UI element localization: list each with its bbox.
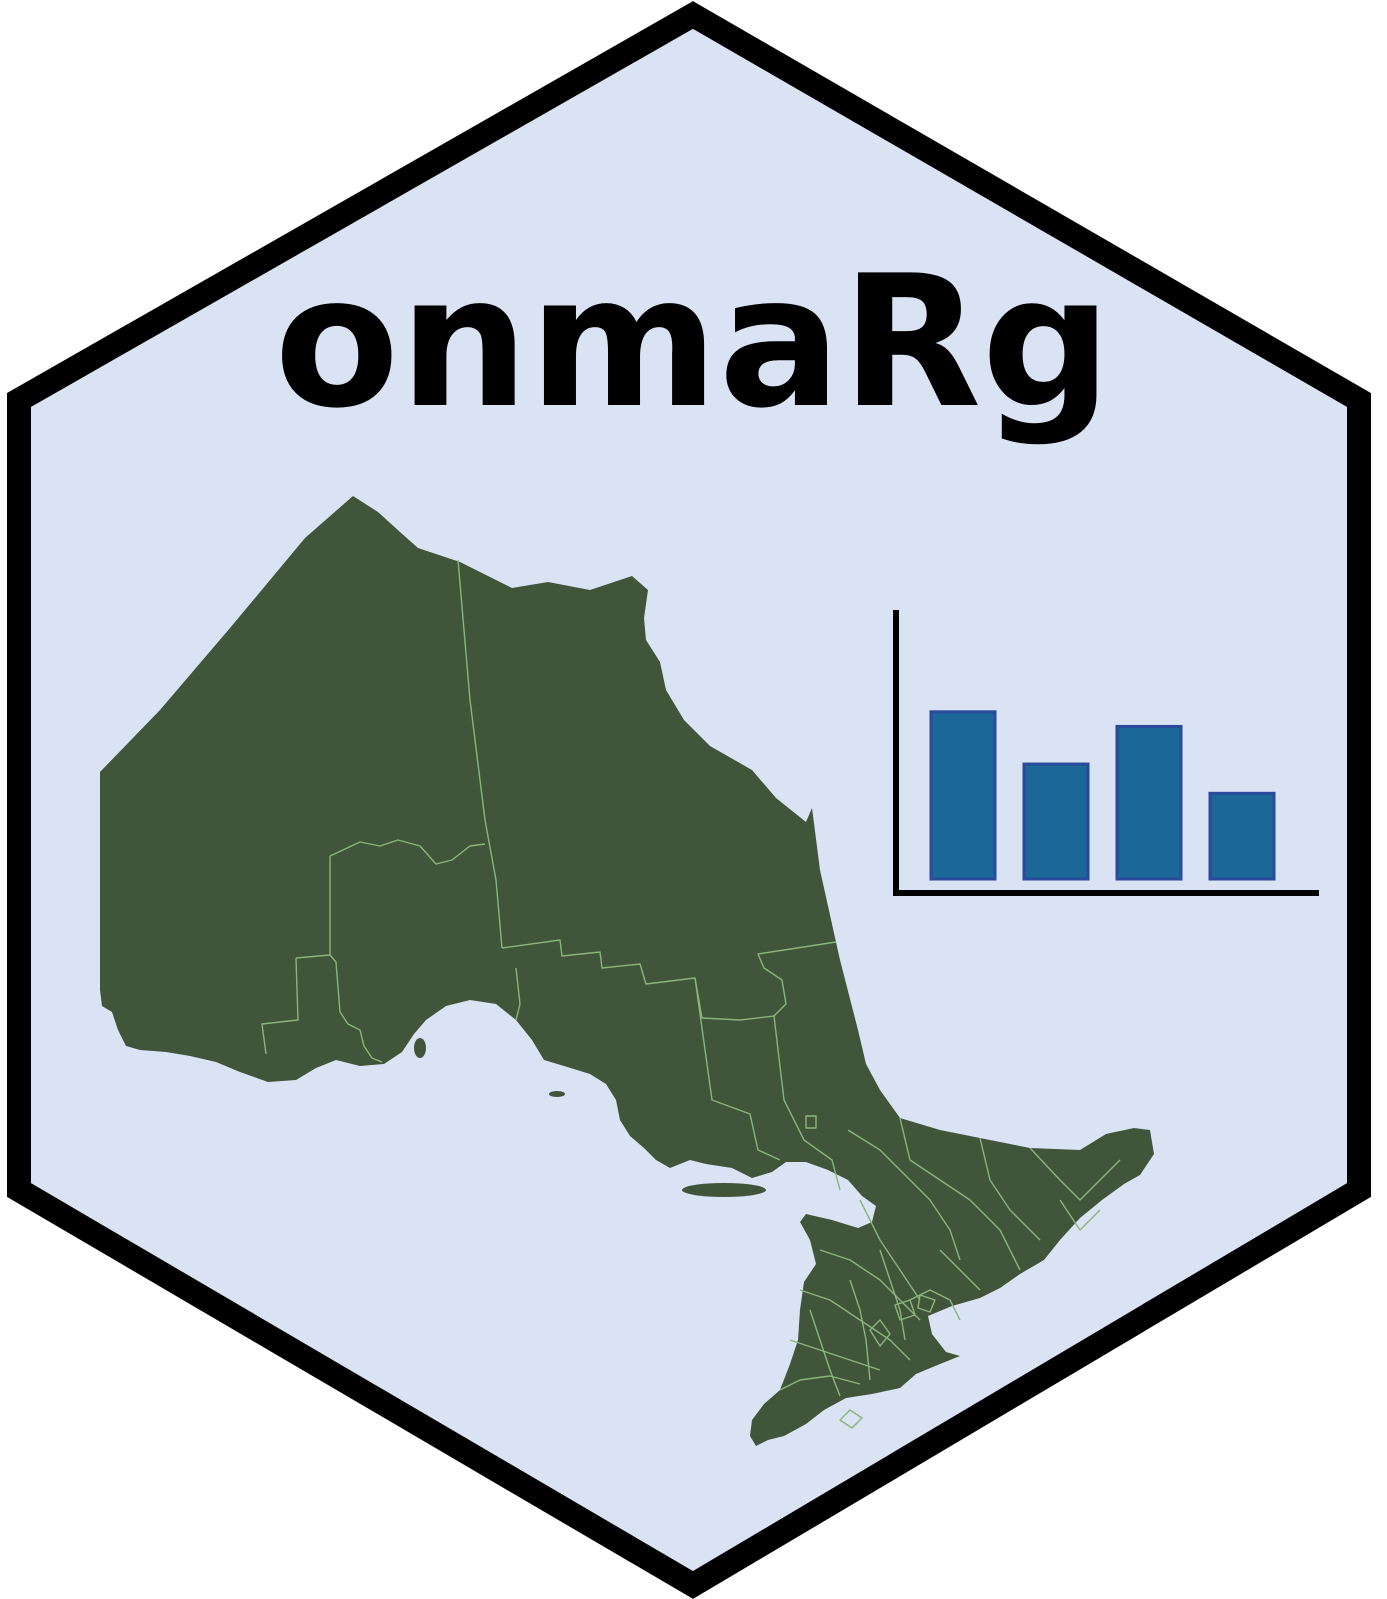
- island-lake-superior: [549, 1091, 565, 1097]
- logo-title: onmaRg: [274, 236, 1111, 448]
- bar-4: [1210, 793, 1274, 879]
- bar-2: [1024, 764, 1088, 879]
- bar-3: [1117, 726, 1181, 879]
- island-manitoulin: [682, 1183, 766, 1197]
- island-small: [414, 1038, 426, 1058]
- bar-1: [931, 712, 995, 879]
